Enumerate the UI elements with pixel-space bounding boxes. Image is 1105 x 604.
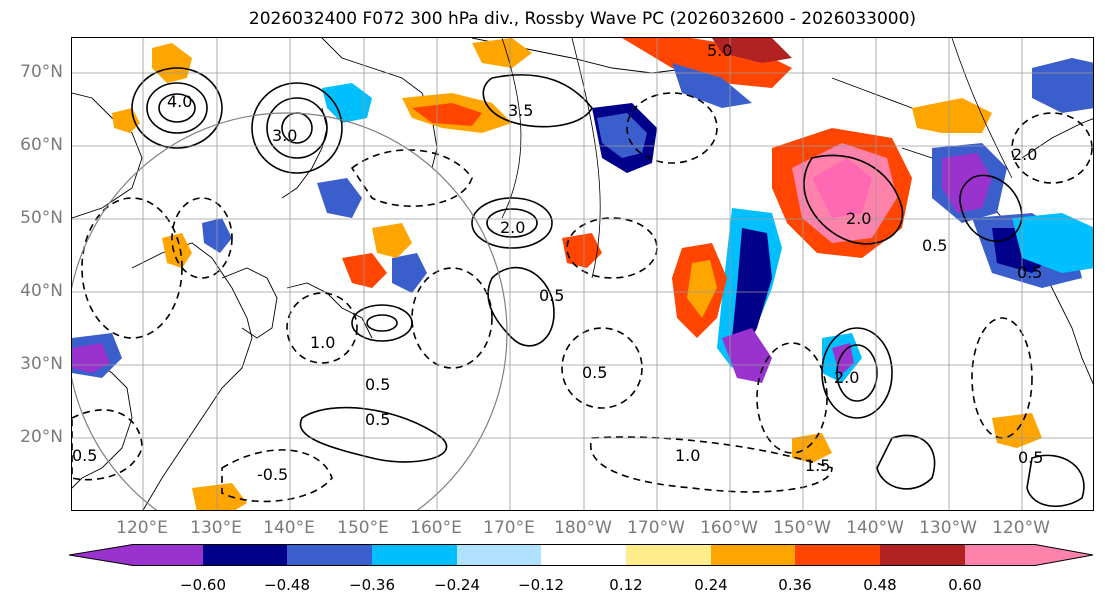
lon-label: 160°E	[410, 518, 462, 538]
contour-label: 0.5	[365, 410, 390, 429]
contour-label: 1.0	[675, 446, 700, 465]
lat-label: 30°N	[20, 354, 63, 374]
colorbar-tick-label: −0.48	[264, 576, 310, 594]
colorbar-segment	[1035, 544, 1093, 566]
contour-label: 1.0	[310, 333, 335, 352]
lon-label: 180°W	[554, 518, 612, 538]
lon-label: 140°W	[846, 518, 904, 538]
contour-label: 0.5	[539, 286, 564, 305]
graticule	[72, 38, 1093, 510]
contour-label: 0.5	[72, 446, 97, 465]
contour-label: 3.5	[508, 101, 533, 120]
lon-label: 140°E	[263, 518, 315, 538]
colorbar-segment	[541, 544, 626, 566]
contour-label: 5.0	[707, 41, 732, 60]
contour-label: -0.5	[257, 465, 288, 484]
colorbar-segment	[457, 544, 541, 566]
colorbar-tick-label: 0.24	[694, 576, 728, 594]
contour-label: 2.0	[1012, 145, 1037, 164]
colorbar-segment	[626, 544, 711, 566]
lon-label: 130°W	[919, 518, 977, 538]
colorbar-tick-label: −0.36	[349, 576, 395, 594]
lon-label: 120°E	[116, 518, 168, 538]
lon-label: 170°E	[483, 518, 535, 538]
colorbar-tick-label: −0.60	[180, 576, 226, 594]
colorbar	[69, 544, 1094, 566]
lon-label: 120°W	[992, 518, 1050, 538]
map-canvas: 4.0 3.0 2.0 1.0 0.5 0.5 0.5 -0.5 0.5 1.0…	[72, 38, 1093, 510]
colorbar-tick-label: −0.24	[434, 576, 480, 594]
dashed-contours	[72, 92, 1093, 503]
lat-label: 20°N	[20, 427, 63, 447]
colorbar-tick-label: 0.12	[609, 576, 643, 594]
contour-label: 3.0	[272, 126, 297, 145]
lat-label: 50°N	[20, 208, 63, 228]
colorbar-segment	[133, 544, 203, 566]
colorbar-segment	[880, 544, 965, 566]
lon-label: 130°E	[190, 518, 242, 538]
range-ring	[72, 112, 508, 510]
colorbar-tick-label: 0.48	[863, 576, 897, 594]
colorbar-segment	[203, 544, 287, 566]
contour-label: 0.5	[1018, 448, 1043, 467]
contour-label: 1.5	[805, 456, 830, 475]
colorbar-segment	[287, 544, 372, 566]
colorbar-segment	[795, 544, 880, 566]
lon-label: 160°W	[700, 518, 758, 538]
contour-label: 4.0	[167, 92, 192, 111]
contour-label: 0.5	[582, 363, 607, 382]
thin-contours	[501, 38, 1013, 279]
colorbar-segment	[69, 544, 133, 566]
contour-label: 2.0	[834, 368, 859, 387]
contour-label: 0.5	[1017, 263, 1042, 282]
map-panel: 4.0 3.0 2.0 1.0 0.5 0.5 0.5 -0.5 0.5 1.0…	[71, 37, 1094, 511]
contour-label: 2.0	[500, 218, 525, 237]
divergence-shading	[72, 38, 1093, 510]
colorbar-tick-label: −0.12	[518, 576, 564, 594]
colorbar-segment	[965, 544, 1035, 566]
colorbar-segment	[711, 544, 795, 566]
colorbar-tick-label: 0.36	[778, 576, 812, 594]
contour-label: 2.0	[846, 209, 871, 228]
contour-label: 0.5	[365, 375, 390, 394]
colorbar-segment	[372, 544, 457, 566]
colorbar-tick-label: 0.60	[948, 576, 982, 594]
lon-label: 150°W	[773, 518, 831, 538]
lat-label: 60°N	[20, 135, 63, 155]
lat-label: 70°N	[20, 62, 63, 82]
contour-label: 0.5	[922, 236, 947, 255]
lon-label: 170°W	[627, 518, 685, 538]
lat-label: 40°N	[20, 281, 63, 301]
colorbar-outline	[69, 544, 1094, 566]
lon-label: 150°E	[337, 518, 389, 538]
map-title: 2026032400 F072 300 hPa div., Rossby Wav…	[248, 9, 917, 29]
